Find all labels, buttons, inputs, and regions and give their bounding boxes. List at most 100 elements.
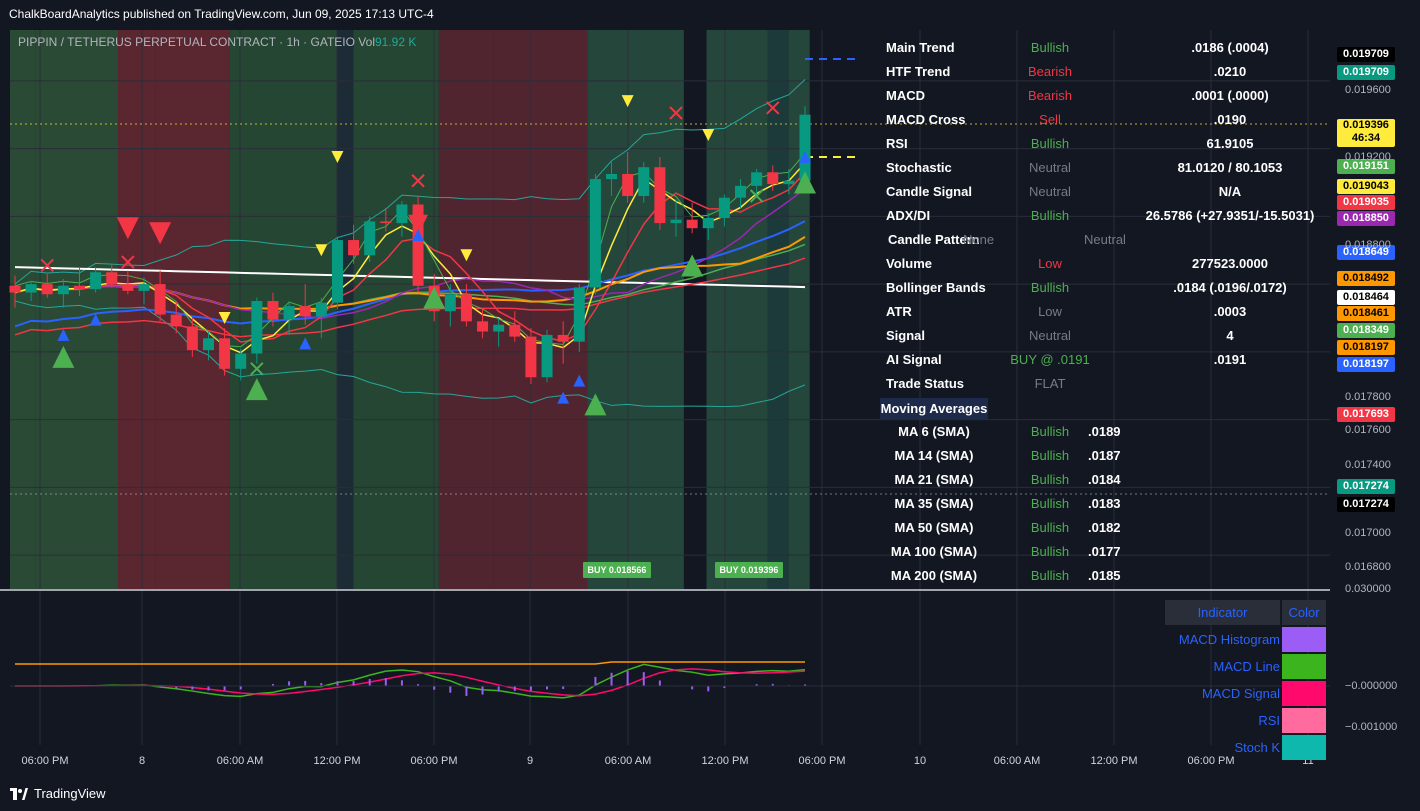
time-axis-label: 06:00 AM [216, 755, 264, 767]
caution-marker [702, 129, 715, 142]
time-axis-label: 9 [526, 755, 534, 767]
dashboard-label: Main Trend [886, 40, 955, 55]
osc-axis-label: −0.001000 [1345, 721, 1398, 733]
trend-zone [587, 30, 684, 589]
top-bar: ChalkBoardAnalytics published on Trading… [0, 0, 1420, 28]
candle-body [202, 338, 214, 351]
candle-body [122, 284, 134, 291]
bollinger-upper [14, 79, 806, 285]
ma-label: MA 35 (SMA) [894, 496, 974, 511]
price-badge: 0.018197 [1337, 340, 1395, 355]
symbol-title: PIPPIN / TETHERUS PERPETUAL CONTRACT · 1… [18, 35, 416, 49]
legend-indicator-name: Stoch K [1234, 740, 1280, 755]
ma-label: MA 14 (SMA) [894, 448, 974, 463]
dashboard-label: ADX/DI [886, 208, 931, 223]
cross-stroke [669, 106, 683, 120]
trend-zone [683, 30, 707, 589]
tradingview-brand: TradingView [34, 786, 106, 801]
price-axis-label: 0.018800 [1345, 239, 1391, 251]
dashboard-value: .0210 [1213, 64, 1247, 79]
dashboard-label: MACD Cross [886, 112, 966, 127]
chart-area[interactable] [0, 28, 1420, 776]
ma-label: MA 6 (SMA) [898, 424, 970, 439]
dashboard-value: N/A [1218, 184, 1242, 199]
dashboard-value: 4 [1226, 328, 1234, 343]
candle-body [57, 285, 69, 295]
ma-label: MA 21 (SMA) [894, 472, 974, 487]
price-badge: 0.017274 [1337, 479, 1395, 494]
ma-label: MA 100 (SMA) [890, 544, 978, 559]
ma-200-line [14, 266, 806, 289]
ma-fast-line [14, 152, 806, 348]
dashboard-status: Bullish [1030, 40, 1070, 55]
candle-body [735, 185, 747, 198]
dashboard-label: AI Signal [886, 352, 942, 367]
price-badge: 0.018461 [1337, 306, 1395, 321]
time-axis-label: 12:00 PM [1090, 755, 1138, 767]
price-axis-label: 0.016800 [1345, 561, 1391, 573]
candle-body [606, 173, 618, 180]
candle-body [589, 179, 601, 288]
price-badge: 0.018197 [1337, 357, 1395, 372]
candle-body [493, 324, 505, 332]
grid-lines [0, 30, 1330, 745]
exit-cross-marker [411, 174, 425, 188]
signal-markers [40, 95, 816, 416]
price-badge: 0.019035 [1337, 195, 1395, 210]
dashboard-status: None [963, 232, 995, 247]
buy-label: BUY 0.018566 [583, 562, 651, 578]
dashboard-value: 277523.0000 [1192, 256, 1268, 271]
buy-signal-marker [799, 151, 811, 164]
candle-body [573, 287, 585, 342]
candles [9, 106, 811, 385]
ma-status: Bullish [1030, 472, 1070, 487]
candle-body [186, 326, 198, 351]
time-axis-label: 11 [1302, 755, 1314, 767]
dashboard-status: Sell [1039, 112, 1061, 127]
ma-status: Bullish [1030, 544, 1070, 559]
price-badge: 0.018464 [1337, 290, 1395, 305]
legend-indicator-name: MACD Histogram [1178, 632, 1280, 647]
trend-zone [788, 30, 810, 589]
dashboard-value: .0190 [1213, 112, 1247, 127]
dashboard-label: Candle Signal [886, 184, 972, 199]
candle-body [718, 197, 730, 219]
candle-body [638, 167, 650, 197]
legend-header-color: Color [1282, 600, 1326, 625]
dashboard-status: BUY @ .0191 [1010, 352, 1090, 367]
ma-value: .0189 [1088, 424, 1121, 439]
price-badge: 0.019709 [1337, 47, 1395, 62]
dashboard-label: Trade Status [886, 376, 965, 391]
caution-marker [460, 249, 473, 262]
candle-body [751, 172, 763, 186]
osc-axis-label: −0.000000 [1345, 680, 1398, 692]
bottom-bar: TradingView [0, 776, 1420, 811]
badge-countdown: 46:34 [1351, 132, 1381, 144]
ma-value: .0184 [1088, 472, 1121, 487]
ma-status: Bullish [1030, 520, 1070, 535]
trend-zone [155, 30, 230, 589]
exit-cross-marker [749, 189, 764, 203]
candle-body [41, 284, 53, 295]
strong-buy-marker [794, 171, 816, 194]
candle-body [251, 301, 263, 354]
candle-body [364, 221, 376, 256]
tradingview-logo-icon [10, 787, 28, 800]
price-axis-label: 0.019200 [1345, 151, 1391, 163]
dashboard-label: Bollinger Bands [886, 280, 986, 295]
buy-signal-marker [557, 391, 570, 404]
ma-header: Moving Averages [880, 398, 988, 420]
dashboard-label: Candle Pattern [888, 232, 980, 247]
tradingview-logo[interactable]: TradingView [10, 786, 106, 801]
buy-signal-marker [573, 374, 586, 387]
price-axis-label: 0.030000 [1345, 583, 1391, 595]
price-badge: 0.019709 [1337, 65, 1395, 80]
cross-stroke [40, 258, 54, 273]
price-badge: 0.018492 [1337, 271, 1395, 286]
caution-marker [315, 244, 328, 257]
exit-cross-marker [766, 101, 780, 115]
candle-body [25, 284, 37, 293]
candle-body [138, 284, 150, 291]
strong-buy-marker [584, 393, 607, 416]
candle-body [283, 306, 295, 320]
